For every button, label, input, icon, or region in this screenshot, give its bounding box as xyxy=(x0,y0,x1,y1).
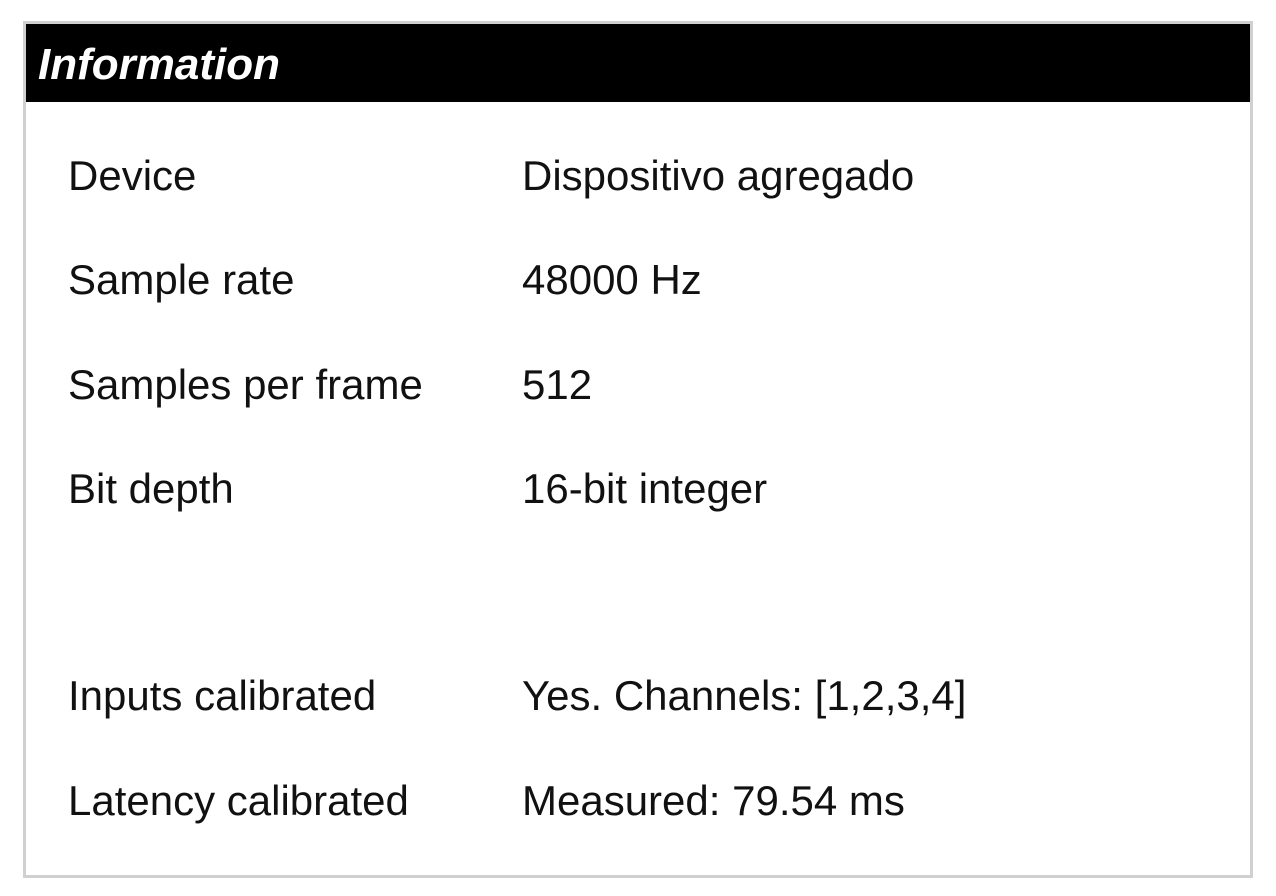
row-label: Bit depth xyxy=(68,465,234,512)
row-value: Measured: 79.54 ms xyxy=(522,777,905,824)
row-label: Device xyxy=(68,152,197,199)
info-row-samples-per-frame: Samples per frame 512 xyxy=(26,359,1250,419)
row-label: Samples per frame xyxy=(68,361,423,408)
row-label: Inputs calibrated xyxy=(68,672,377,719)
info-row-device: Device Dispositivo agregado xyxy=(26,150,1250,210)
row-label: Sample rate xyxy=(68,256,295,303)
info-row-inputs-calibrated: Inputs calibrated Yes. Channels: [1,2,3,… xyxy=(26,670,1250,730)
info-row-sample-rate: Sample rate 48000 Hz xyxy=(26,254,1250,314)
information-panel: Information Device Dispositivo agregado … xyxy=(23,21,1253,878)
panel-header: Information xyxy=(26,24,1250,102)
info-row-bit-depth: Bit depth 16-bit integer xyxy=(26,463,1250,523)
row-value: Yes. Channels: [1,2,3,4] xyxy=(522,672,967,719)
info-row-latency-calibrated: Latency calibrated Measured: 79.54 ms xyxy=(26,775,1250,835)
row-label: Latency calibrated xyxy=(68,777,409,824)
row-value: 512 xyxy=(522,361,593,408)
row-value: 48000 Hz xyxy=(522,256,702,303)
row-value: 16-bit integer xyxy=(522,465,768,512)
panel-title: Information xyxy=(38,40,280,89)
row-value: Dispositivo agregado xyxy=(522,152,915,199)
